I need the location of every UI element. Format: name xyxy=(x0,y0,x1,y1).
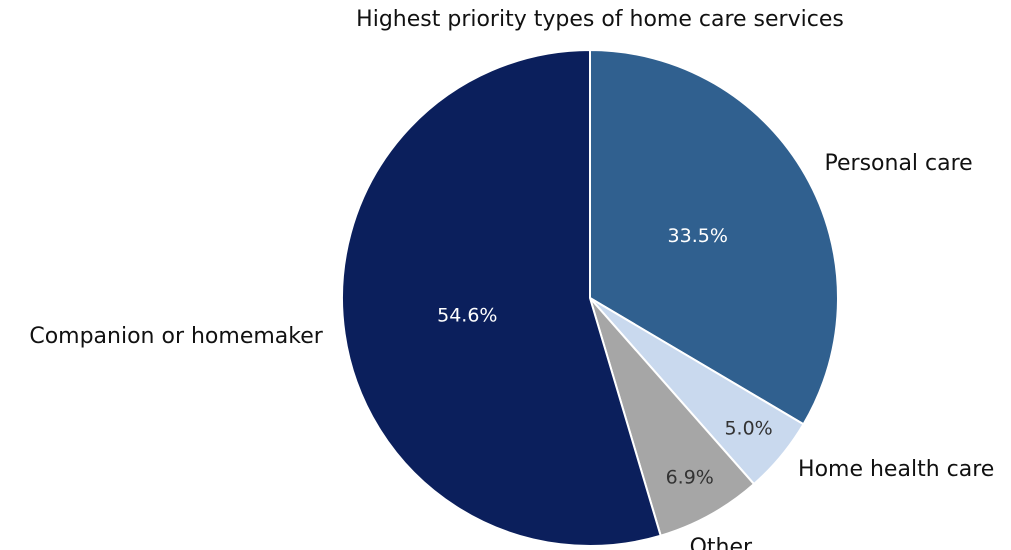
value-label: 33.5% xyxy=(668,225,728,247)
category-label: Home health care xyxy=(798,457,994,482)
category-label: Companion or homemaker xyxy=(29,324,323,349)
value-label: 54.6% xyxy=(437,304,497,326)
pie-slice xyxy=(589,297,756,537)
category-label: Other xyxy=(690,535,753,550)
chart-title: Highest priority types of home care serv… xyxy=(356,7,844,32)
pie-slice xyxy=(341,48,662,547)
pie-slice xyxy=(589,48,839,426)
value-label: 5.0% xyxy=(724,418,772,440)
category-label: Personal care xyxy=(825,151,973,176)
value-label: 6.9% xyxy=(666,467,714,489)
